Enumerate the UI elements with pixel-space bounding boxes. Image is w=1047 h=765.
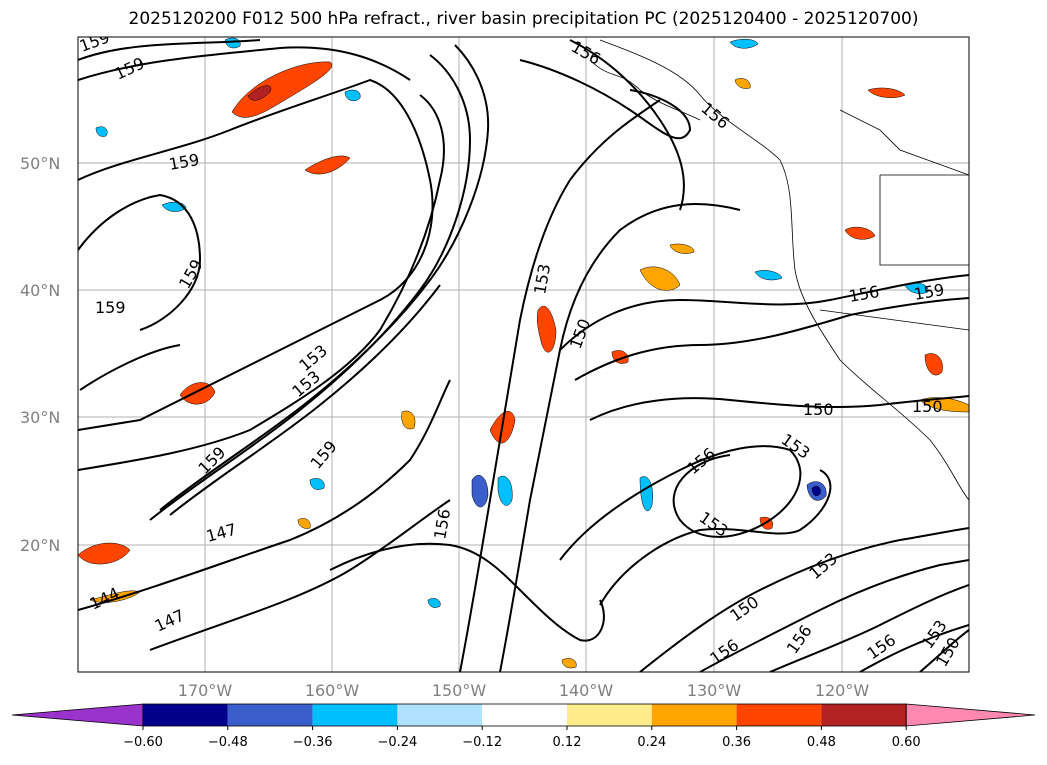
precip-area (401, 410, 416, 430)
precip-area (471, 475, 489, 508)
colorbar-tick-label: −0.12 (462, 735, 502, 750)
lon-label-160w: 160°W (305, 681, 360, 700)
colorbar-tick-label: −0.36 (293, 735, 333, 750)
precip-area (536, 305, 557, 353)
contour-line (769, 584, 969, 672)
map-background (78, 37, 969, 672)
contour-line (159, 44, 490, 511)
colorbar-segment (227, 704, 313, 726)
precip-area (95, 126, 108, 137)
precip-area (924, 353, 943, 376)
contour-line (519, 59, 692, 140)
lat-label-20n: 20°N (20, 536, 60, 555)
precip-area (297, 518, 311, 529)
lon-label-170w: 170°W (178, 681, 233, 700)
precip-area (811, 486, 821, 496)
contour-line (78, 193, 202, 331)
colorbar-extend-high (905, 703, 1036, 727)
contour-line (569, 39, 685, 211)
colorbar-segment (312, 704, 398, 726)
state-border-lines (819, 174, 969, 331)
contour-line (574, 297, 969, 381)
contour-line (149, 54, 472, 521)
contour-line (459, 99, 661, 672)
lat-label-50n: 50°N (20, 154, 60, 173)
contour-line (559, 274, 969, 351)
contour-line (78, 39, 261, 61)
colorbar-tick-label: 0.36 (722, 735, 751, 750)
contour-line (499, 203, 741, 672)
precip-area (639, 266, 681, 291)
precip-area (247, 85, 272, 101)
contour-line (169, 284, 441, 516)
contour-line (559, 445, 802, 561)
precip-area (344, 89, 361, 102)
gridlines (78, 37, 969, 672)
contour-line (149, 499, 451, 651)
precip-area (867, 87, 906, 98)
colorbar-tick-label: 0.60 (892, 735, 921, 750)
precip-area (919, 397, 969, 413)
map-panel: 159 159 159 159 159 153 153 159 159 147 … (78, 37, 969, 672)
precip-area (729, 39, 759, 49)
precip-area (78, 542, 131, 565)
contour-label: 159 (95, 298, 126, 317)
contour-line (639, 527, 969, 672)
colorbar-segment (397, 704, 483, 726)
lat-label-30n: 30°N (20, 408, 60, 427)
precip-area (754, 270, 783, 281)
colorbar-segment (482, 704, 567, 726)
map-frame (77, 36, 970, 673)
latitude-labels: 50°N 40°N 30°N 20°N (20, 154, 60, 555)
canada-border-line (839, 109, 969, 176)
colorbar-extend-low (11, 703, 144, 727)
contour-line (699, 559, 969, 672)
lon-label-120w: 120°W (815, 681, 870, 700)
contour-line (79, 344, 181, 391)
precip-area (497, 475, 513, 506)
colorbar-outline (142, 703, 907, 727)
colorbar-tick-label: −0.60 (123, 735, 163, 750)
contour-label: 150 (912, 397, 943, 416)
precip-area (639, 476, 653, 512)
contour-line (859, 624, 969, 672)
precip-area (844, 226, 876, 240)
precip-area (304, 155, 351, 175)
precip-area (669, 243, 695, 254)
lat-label-40n: 40°N (20, 281, 60, 300)
colorbar-segment (567, 704, 652, 726)
contour-line (599, 469, 832, 606)
lon-label-130w: 130°W (687, 681, 742, 700)
colorbar-segment (651, 704, 737, 726)
colorbar-tick-label: −0.24 (377, 735, 417, 750)
lon-label-140w: 140°W (559, 681, 614, 700)
colorbar-tick-label: −0.48 (208, 735, 248, 750)
contour-line (919, 629, 969, 672)
precip-area (427, 598, 441, 608)
colorbar: −0.60 −0.48 −0.36 −0.24 −0.12 0.12 0.24 0.36 0.4… (11, 703, 1036, 750)
precip-area (231, 61, 333, 118)
contour-line (589, 395, 969, 421)
colorbar-tick-label: 0.12 (553, 735, 582, 750)
west-coast-line (599, 39, 969, 501)
contour-line (78, 379, 451, 611)
precip-area (734, 78, 751, 89)
map-title: 2025120200 F012 500 hPa refract., river … (128, 9, 919, 29)
colorbar-segment (143, 704, 228, 726)
precip-area (561, 658, 577, 669)
colorbar-segment (736, 704, 822, 726)
lon-label-150w: 150°W (432, 681, 487, 700)
contour-line (329, 542, 605, 642)
contour-line (78, 78, 434, 431)
colorbar-segment (821, 704, 907, 726)
colorbar-tick-label: 0.48 (807, 735, 836, 750)
colorbar-tick-label: 0.24 (637, 735, 666, 750)
precip-area (309, 478, 325, 490)
contour-line (78, 94, 445, 471)
height-contours (78, 39, 969, 672)
longitude-labels: 170°W 160°W 150°W 140°W 130°W 120°W (178, 681, 870, 700)
contour-label: 150 (803, 400, 834, 419)
contour-line (78, 46, 411, 81)
